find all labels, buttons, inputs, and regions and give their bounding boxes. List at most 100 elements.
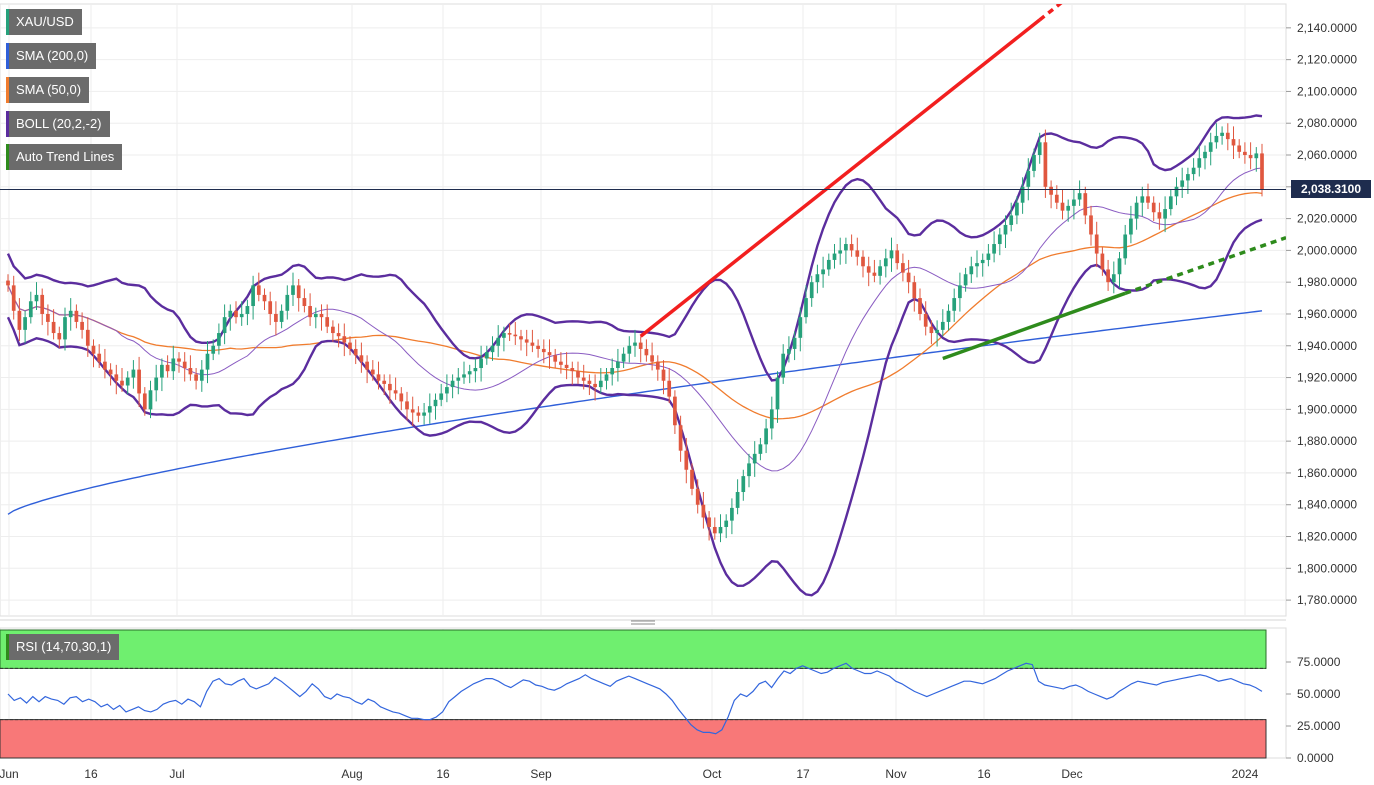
candle-body [969, 266, 974, 275]
candle-body [1089, 215, 1093, 235]
candle-body [844, 244, 848, 251]
candle-body [1043, 142, 1048, 187]
candle-body [1072, 199, 1076, 206]
candle-body [1146, 196, 1150, 203]
candle-body [393, 390, 398, 394]
candle-body [376, 374, 381, 381]
candle-body [296, 285, 301, 299]
candle-body [188, 368, 193, 375]
candle-body [1026, 170, 1031, 187]
candle-body [707, 517, 711, 527]
candle-body [325, 317, 330, 327]
time-tick-label: 17 [796, 767, 810, 781]
last-price-tag: 2,038.3100 [1291, 180, 1371, 199]
legend-trend[interactable]: Auto Trend Lines [6, 144, 123, 170]
rsi-overbought-zone [0, 629, 1267, 669]
time-tick-label: Aug [341, 767, 362, 781]
candle-body [1066, 205, 1071, 211]
candle-body [382, 380, 387, 384]
candle-body [997, 234, 1002, 245]
legend-sma50-swatch [6, 77, 9, 103]
legend-sma50[interactable]: SMA (50,0) [6, 77, 90, 103]
candle-body [1020, 186, 1025, 203]
candle-body [952, 298, 957, 311]
candle-body [633, 342, 637, 346]
candle-body [644, 348, 649, 356]
price-tick-label: 1,860.0000 [1297, 466, 1357, 480]
legend-sma200[interactable]: SMA (200,0) [6, 43, 97, 69]
candle-body [912, 282, 917, 299]
candle-body [148, 390, 153, 410]
price-tick-label: 1,840.0000 [1297, 498, 1357, 512]
candle-body [103, 361, 107, 370]
candle-body [673, 396, 677, 426]
candle-body [655, 361, 660, 370]
rsi-tick-label: 25.0000 [1297, 719, 1341, 733]
candle-body [160, 364, 164, 378]
legend-symbol-swatch [6, 9, 9, 35]
time-tick-label: Dec [1061, 767, 1082, 781]
candle-body [1117, 258, 1122, 275]
candle-body [787, 348, 791, 354]
candle-body [1151, 202, 1156, 213]
support-trend-line[interactable] [942, 291, 1126, 361]
candle-body [775, 377, 780, 410]
candle-body [935, 329, 939, 334]
candle-body [963, 274, 968, 286]
candle-body [308, 306, 312, 318]
candle-body [838, 250, 843, 254]
rsi-axis: 0.0000 25.0000 50.0000 75.0000 [1286, 655, 1341, 765]
candle-body [365, 361, 369, 370]
candle-body [1191, 167, 1196, 175]
candle-body [923, 313, 928, 327]
candle-body [313, 313, 318, 318]
candle-body [342, 336, 347, 343]
price-tick-label: 1,940.0000 [1297, 339, 1357, 353]
candle-body [1129, 218, 1133, 235]
pane-divider[interactable] [0, 619, 1286, 625]
candle-body [63, 317, 67, 340]
time-tick-label: Nov [885, 767, 906, 781]
candle-body [1203, 151, 1207, 159]
candle-body [23, 317, 27, 330]
candle-body [479, 358, 483, 369]
candle-body [46, 313, 50, 322]
candle-body [1186, 174, 1190, 181]
candle-body [399, 393, 404, 402]
candle-body [940, 321, 945, 330]
rsi-layer [0, 628, 1267, 759]
legend-boll[interactable]: BOLL (20,2,-2) [6, 111, 110, 137]
candle-body [895, 250, 900, 264]
candle-body [752, 453, 757, 464]
candle-body [507, 333, 512, 335]
candle-body [142, 393, 147, 410]
candle-body [1054, 194, 1059, 203]
candle-body [815, 274, 820, 283]
candle-body [302, 298, 307, 307]
legend-trend-label: Auto Trend Lines [16, 149, 115, 164]
candle-body [872, 272, 877, 276]
resistance-trend-line[interactable] [639, 18, 1041, 338]
sma50-line [7, 191, 1263, 420]
candle-body [513, 334, 518, 337]
candle-body [1123, 234, 1128, 259]
candle-body [336, 333, 341, 337]
candle-body [1049, 186, 1053, 195]
candle-body [769, 409, 774, 429]
candle-body [792, 337, 797, 349]
legend-trend-swatch [6, 144, 9, 170]
legend-symbol[interactable]: XAU/USD [6, 9, 82, 35]
legend-rsi[interactable]: RSI (14,70,30,1) [6, 634, 120, 660]
candle-body [68, 310, 73, 318]
candle-body [388, 383, 392, 391]
candle-body [804, 298, 808, 318]
legend-sma50-label: SMA (50,0) [16, 82, 82, 97]
candle-body [576, 371, 580, 378]
rsi-line [7, 662, 1263, 735]
candle-body [1237, 145, 1242, 152]
candle-body [667, 380, 672, 397]
candle-body [821, 269, 825, 275]
candle-body [724, 520, 729, 527]
candle-body [1060, 202, 1065, 211]
candle-body [262, 294, 267, 302]
